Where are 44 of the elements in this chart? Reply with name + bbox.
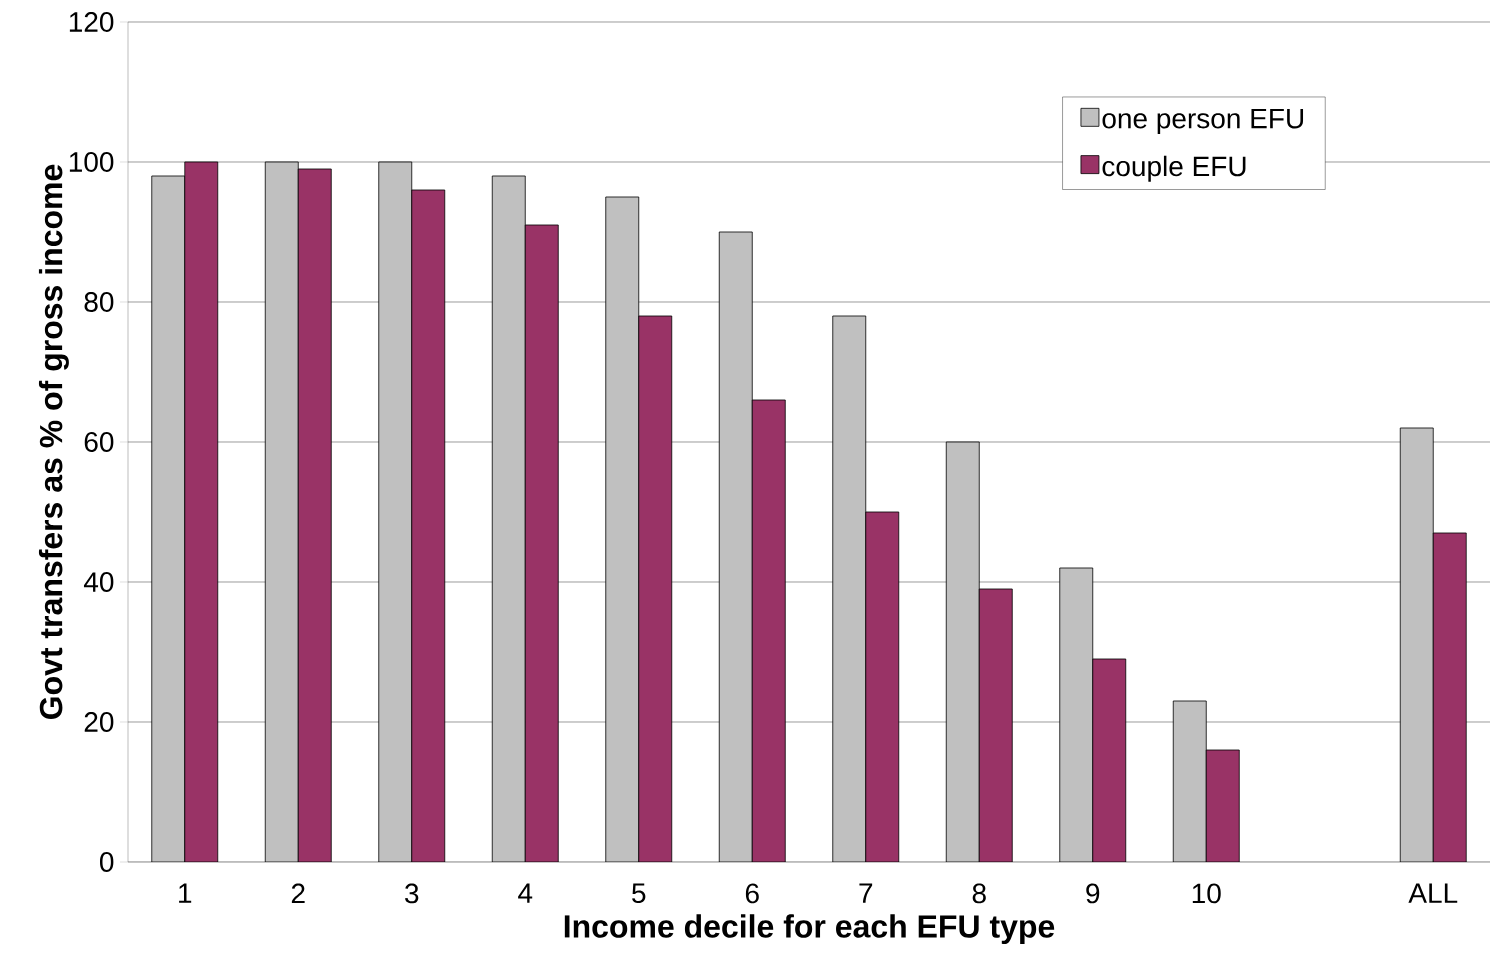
x-tick-label: 7 [859, 883, 873, 903]
x-tick-label: 1 [179, 883, 192, 903]
bar [1059, 567, 1094, 862]
bar [718, 231, 753, 862]
bar [1205, 749, 1240, 862]
bar [1432, 532, 1467, 862]
x-tick-label: 10 [1192, 883, 1221, 904]
bar [378, 161, 413, 862]
x-tick-label: 5 [632, 883, 646, 904]
y-tick-label: 40 [83, 572, 114, 592]
y-tick-label: 100 [69, 152, 114, 172]
legend-label: couple EFU [1102, 155, 1246, 182]
bar [865, 511, 900, 862]
y-axis-title: Govt transfers as % of gross income [38, 164, 69, 719]
bar [638, 315, 673, 862]
x-tick-label: 4 [518, 883, 533, 903]
legend-label: one person EFU [1102, 108, 1304, 135]
x-axis-title: Income decile for each EFU type [564, 914, 1055, 945]
y-tick-label: 120 [69, 12, 114, 32]
y-tick-label: 20 [84, 712, 114, 732]
bar [491, 175, 526, 862]
x-tick-label: 2 [291, 883, 305, 904]
bar [1092, 658, 1127, 862]
bar [297, 168, 332, 862]
x-tick-label: 8 [972, 883, 986, 904]
bar [1172, 700, 1207, 862]
x-tick-label: ALL [1408, 883, 1458, 903]
x-tick-label: 3 [405, 883, 419, 904]
x-tick-label: 9 [1086, 883, 1100, 904]
y-tick-label: 60 [84, 432, 114, 452]
x-tick-label: 6 [745, 883, 759, 904]
bar [151, 175, 186, 862]
bar [605, 196, 640, 862]
bar [524, 224, 559, 862]
bar [264, 161, 299, 862]
bar [832, 315, 867, 862]
bar [411, 189, 446, 862]
bar [751, 399, 786, 862]
bar [945, 441, 980, 862]
bar [184, 161, 219, 862]
y-tick-label: 0 [99, 852, 114, 872]
bar [978, 588, 1013, 862]
y-tick-label: 80 [84, 292, 114, 312]
bar [1399, 427, 1434, 862]
